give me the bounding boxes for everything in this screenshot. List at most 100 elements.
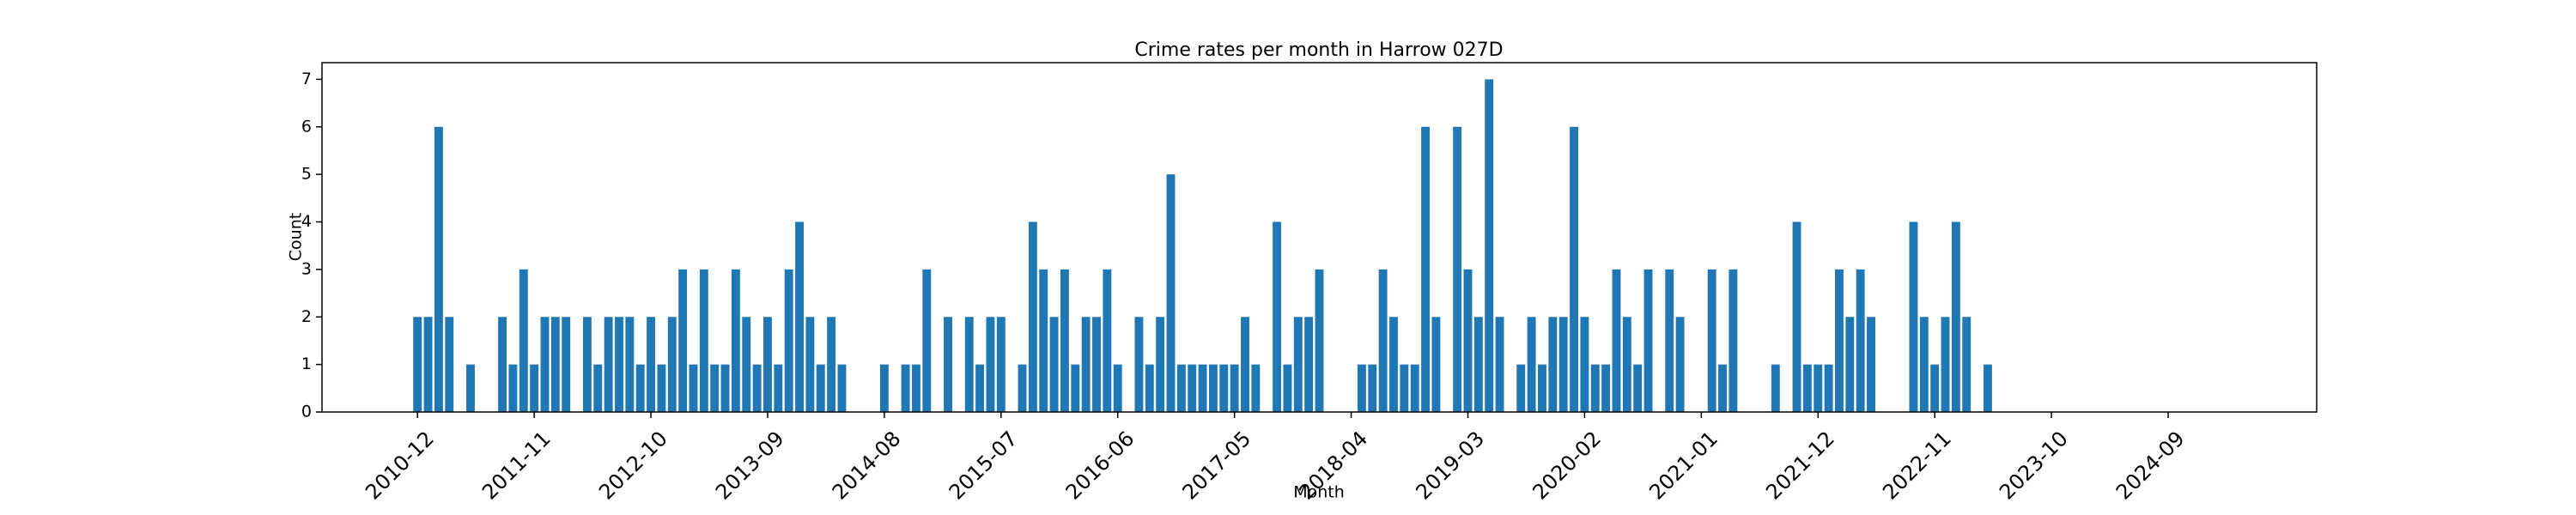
bar xyxy=(1633,364,1643,412)
bar xyxy=(1643,269,1653,412)
y-tick-label: 4 xyxy=(301,212,312,231)
bar xyxy=(423,317,433,412)
bar xyxy=(805,317,815,412)
bar xyxy=(445,317,454,412)
bar xyxy=(1867,317,1875,412)
x-tick-label: 2016-06 xyxy=(1061,427,1139,505)
bar xyxy=(1802,364,1812,412)
bar xyxy=(1410,364,1419,412)
bar xyxy=(1188,364,1197,412)
bar xyxy=(1431,317,1441,412)
bar xyxy=(912,364,920,412)
bar xyxy=(635,364,645,412)
bar xyxy=(1166,174,1176,412)
bar xyxy=(922,269,932,412)
bar xyxy=(731,269,740,412)
bar xyxy=(1548,317,1558,412)
x-tick-label: 2022-11 xyxy=(1878,427,1956,505)
bar xyxy=(1962,317,1971,412)
bar xyxy=(816,364,825,412)
x-axis-label: Month xyxy=(1293,483,1345,502)
bar xyxy=(1728,269,1738,412)
bar xyxy=(1622,317,1631,412)
bar xyxy=(550,317,560,412)
x-tick-label: 2023-10 xyxy=(1995,427,2073,505)
bar xyxy=(1293,317,1303,412)
bar xyxy=(752,364,762,412)
bar xyxy=(1485,79,1494,412)
bar xyxy=(1283,364,1292,412)
bar xyxy=(1389,317,1398,412)
bar xyxy=(530,364,539,412)
bar xyxy=(710,364,720,412)
x-tick-label: 2013-09 xyxy=(711,427,789,505)
plot-frame xyxy=(321,62,2318,413)
y-tick-label: 1 xyxy=(301,354,312,373)
bar xyxy=(1558,317,1568,412)
bar xyxy=(944,317,952,412)
x-tick-label: 2012-10 xyxy=(594,427,672,505)
bar xyxy=(1707,269,1716,412)
bar xyxy=(699,269,708,412)
bar xyxy=(975,364,985,412)
bar xyxy=(1357,364,1366,412)
x-tick-label: 2010-12 xyxy=(361,427,439,505)
bar xyxy=(1814,364,1823,412)
bar xyxy=(1675,317,1685,412)
bar xyxy=(1176,364,1186,412)
bar xyxy=(1835,269,1844,412)
bar xyxy=(837,364,847,412)
bar xyxy=(795,221,804,412)
bar xyxy=(625,317,635,412)
x-tick-label: 2021-01 xyxy=(1644,427,1722,505)
bar xyxy=(1060,269,1069,412)
bar xyxy=(540,317,550,412)
bar xyxy=(1145,364,1154,412)
bar xyxy=(1665,269,1674,412)
bar xyxy=(720,364,730,412)
bar xyxy=(508,364,518,412)
bar xyxy=(1930,364,1940,412)
bar xyxy=(1230,364,1239,412)
bar xyxy=(964,317,974,412)
bar xyxy=(678,269,688,412)
x-tick-label: 2021-12 xyxy=(1761,427,1839,505)
bar xyxy=(1718,364,1727,412)
bar xyxy=(986,317,995,412)
bar xyxy=(1219,364,1229,412)
bar xyxy=(1208,364,1218,412)
bar xyxy=(1495,317,1504,412)
bar xyxy=(1378,269,1388,412)
bar xyxy=(1103,269,1112,412)
bar xyxy=(1198,364,1207,412)
y-tick-label: 7 xyxy=(301,70,312,88)
y-tick-label: 5 xyxy=(301,165,312,184)
bar xyxy=(784,269,793,412)
bar xyxy=(434,126,443,412)
y-tick-label: 0 xyxy=(301,403,312,421)
bar xyxy=(689,364,698,412)
bar xyxy=(1421,126,1431,412)
bar xyxy=(1273,221,1282,412)
x-tick-label: 2014-08 xyxy=(828,427,906,505)
bar xyxy=(1092,317,1101,412)
bar xyxy=(1612,269,1621,412)
bar xyxy=(657,364,666,412)
x-tick-label: 2019-03 xyxy=(1411,427,1489,505)
chart-title: Crime rates per month in Harrow 027D xyxy=(1134,39,1503,61)
bar xyxy=(593,364,603,412)
bar xyxy=(1081,317,1091,412)
bar xyxy=(1028,221,1037,412)
bar xyxy=(1570,126,1578,412)
bar xyxy=(774,364,783,412)
bar xyxy=(1527,317,1536,412)
bar xyxy=(667,317,677,412)
bar xyxy=(763,317,772,412)
bar xyxy=(1473,317,1483,412)
bar xyxy=(1400,364,1409,412)
bar xyxy=(1134,317,1144,412)
bar xyxy=(1368,364,1377,412)
bar xyxy=(996,317,1005,412)
bar xyxy=(498,317,507,412)
bar xyxy=(1049,317,1059,412)
